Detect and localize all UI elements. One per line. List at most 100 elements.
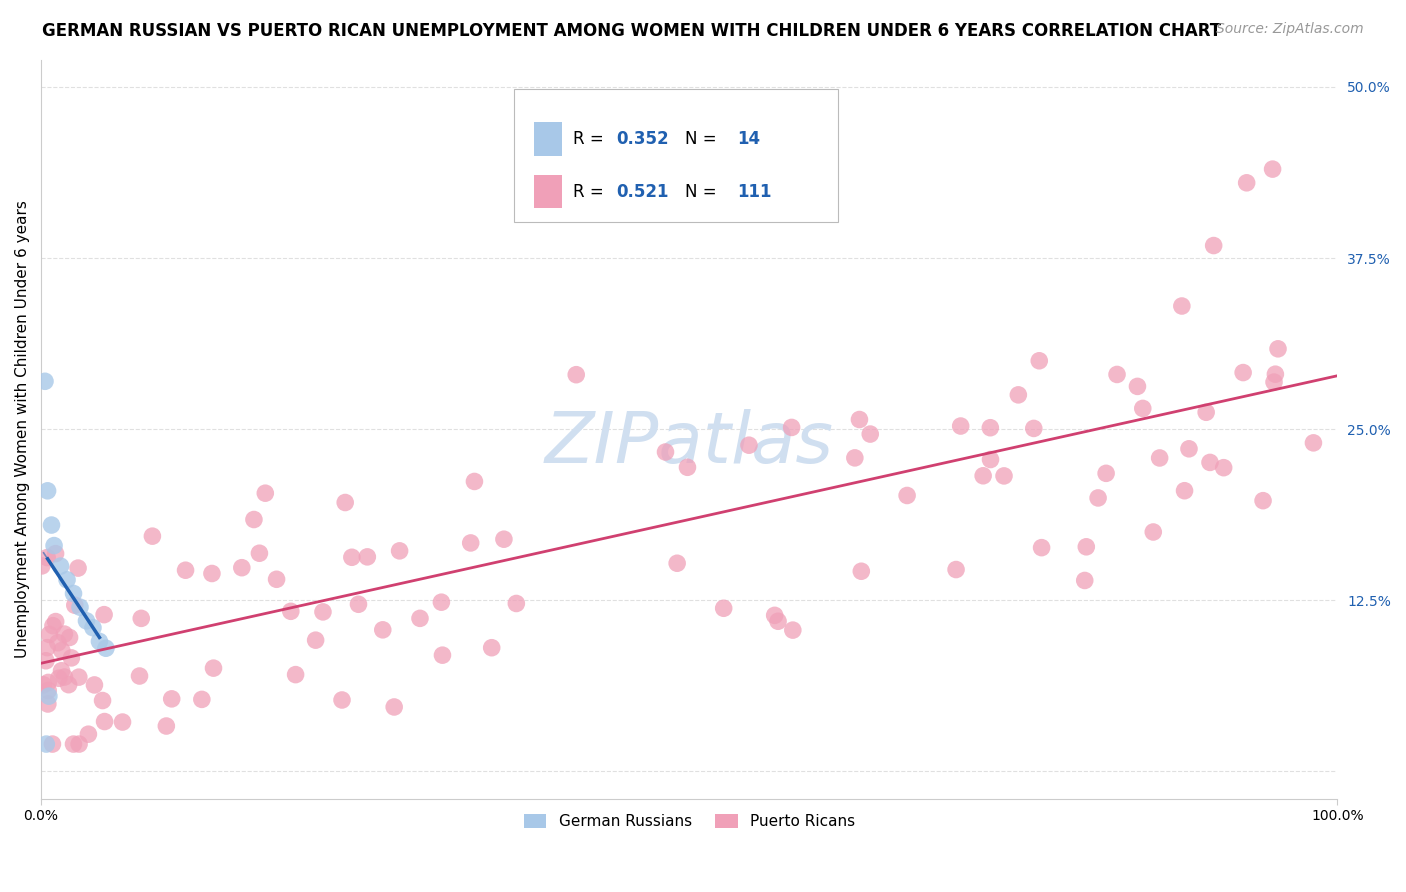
Point xyxy=(37,640,59,655)
Point xyxy=(463,475,485,489)
Point xyxy=(432,648,454,662)
Point xyxy=(191,692,214,706)
Point xyxy=(231,560,253,574)
Text: 0.352: 0.352 xyxy=(617,130,669,148)
Point xyxy=(1171,299,1194,313)
Point xyxy=(492,532,515,546)
Point xyxy=(35,737,58,751)
Point xyxy=(382,700,405,714)
Point xyxy=(1199,455,1222,469)
Point xyxy=(67,670,90,684)
Text: GERMAN RUSSIAN VS PUERTO RICAN UNEMPLOYMENT AMONG WOMEN WITH CHILDREN UNDER 6 YE: GERMAN RUSSIAN VS PUERTO RICAN UNEMPLOYM… xyxy=(42,22,1222,40)
Point xyxy=(766,614,789,628)
Point xyxy=(46,636,69,650)
Point xyxy=(782,623,804,637)
Point xyxy=(41,518,63,533)
Point xyxy=(1126,379,1149,393)
Point xyxy=(63,598,86,612)
Point xyxy=(1028,353,1050,368)
Point xyxy=(312,605,335,619)
Point xyxy=(851,564,873,578)
Point xyxy=(38,627,60,641)
Point xyxy=(388,544,411,558)
Point xyxy=(42,618,65,632)
Point xyxy=(31,558,53,573)
Point xyxy=(565,368,588,382)
Point xyxy=(77,727,100,741)
Point xyxy=(249,546,271,560)
Point xyxy=(1236,176,1258,190)
Point xyxy=(1264,367,1286,381)
Point xyxy=(763,608,786,623)
Point xyxy=(1076,540,1098,554)
Point xyxy=(979,421,1001,435)
Point xyxy=(35,654,58,668)
Point xyxy=(37,683,59,698)
Point xyxy=(45,615,67,629)
Legend: German Russians, Puerto Ricans: German Russians, Puerto Ricans xyxy=(517,808,860,836)
Point xyxy=(1202,238,1225,252)
Point xyxy=(1212,460,1234,475)
Point xyxy=(129,611,152,625)
Point xyxy=(844,450,866,465)
Point xyxy=(49,559,72,574)
Point xyxy=(93,714,115,729)
FancyBboxPatch shape xyxy=(515,89,838,222)
Point xyxy=(243,512,266,526)
Point xyxy=(1178,442,1201,456)
Point xyxy=(993,469,1015,483)
Point xyxy=(37,550,59,565)
Text: R =: R = xyxy=(572,130,609,148)
Point xyxy=(53,627,76,641)
Point xyxy=(1173,483,1195,498)
Point xyxy=(430,595,453,609)
Point xyxy=(738,438,761,452)
Point xyxy=(174,563,197,577)
Point xyxy=(128,669,150,683)
Point xyxy=(48,671,70,685)
Point xyxy=(141,529,163,543)
Point xyxy=(45,547,67,561)
Point xyxy=(676,460,699,475)
Point xyxy=(371,623,394,637)
Point xyxy=(69,600,91,615)
Point xyxy=(1007,388,1029,402)
Point xyxy=(56,573,79,587)
Point xyxy=(1261,162,1284,177)
Point xyxy=(409,611,432,625)
Point xyxy=(972,468,994,483)
Point xyxy=(160,691,183,706)
Point xyxy=(155,719,177,733)
Point xyxy=(1302,435,1324,450)
Point xyxy=(83,678,105,692)
Point xyxy=(1267,342,1289,356)
Point xyxy=(945,562,967,576)
Point xyxy=(304,633,326,648)
Point xyxy=(1149,450,1171,465)
Point xyxy=(1132,401,1154,416)
Point xyxy=(76,614,98,628)
Point xyxy=(1105,368,1128,382)
Text: ZIPatlas: ZIPatlas xyxy=(544,409,834,478)
Text: Source: ZipAtlas.com: Source: ZipAtlas.com xyxy=(1216,22,1364,37)
Point xyxy=(60,651,83,665)
Point xyxy=(38,689,60,703)
Point xyxy=(67,737,90,751)
Point xyxy=(201,566,224,581)
Point xyxy=(335,495,357,509)
Point xyxy=(896,488,918,502)
Point xyxy=(280,604,302,618)
Point xyxy=(1087,491,1109,505)
Text: R =: R = xyxy=(572,183,609,201)
Point xyxy=(1251,493,1274,508)
Point xyxy=(1074,574,1097,588)
Point xyxy=(37,483,59,498)
Point xyxy=(58,631,80,645)
Point xyxy=(202,661,225,675)
Point xyxy=(111,714,134,729)
Point xyxy=(654,445,676,459)
Point xyxy=(254,486,277,500)
Point xyxy=(82,621,104,635)
Point xyxy=(37,697,59,711)
Point xyxy=(34,374,56,388)
